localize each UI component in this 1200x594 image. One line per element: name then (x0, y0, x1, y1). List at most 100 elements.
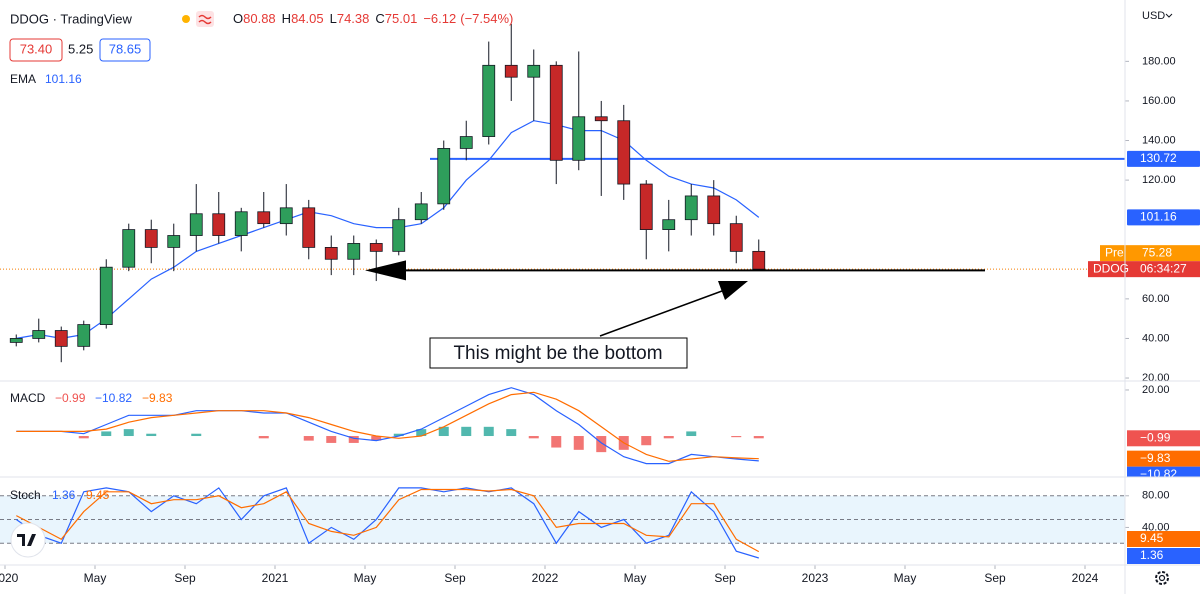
currency-caret[interactable] (1165, 13, 1173, 18)
macd-badge-label: −9.83 (1140, 451, 1171, 465)
stoch-d-line (16, 488, 760, 553)
settings-gear[interactable] (1155, 571, 1169, 585)
candle-body (302, 207, 316, 248)
candle-body (77, 324, 91, 347)
time-axis: 2020 May Sep 2021 May Sep 2022 May Sep 2023 May Sep… (0, 565, 1099, 585)
candle-body (527, 64, 541, 78)
candle-body (414, 203, 428, 221)
candle-body (324, 247, 338, 260)
x-tick-label: May (624, 571, 647, 585)
macd-histogram-bar (416, 429, 427, 437)
macd-histogram-bar (146, 433, 157, 437)
candle (527, 49, 541, 121)
macd-histogram-bar (753, 436, 764, 439)
ema-price-label: 101.16 (1140, 210, 1177, 224)
ema-legend-name: EMA (10, 72, 36, 86)
stoch-pane: 40.00 80.00 Stoch 1.36 9.45 9.45 1.36 (0, 487, 1200, 564)
candle (167, 223, 181, 272)
candle (392, 207, 406, 256)
candle (234, 207, 248, 252)
x-tick-label: Sep (174, 571, 196, 585)
macd-legend-value: −9.83 (142, 391, 173, 405)
macd-histogram-bar (348, 436, 359, 443)
candle (369, 239, 383, 282)
stoch-axis: 40.00 80.00 (1125, 490, 1170, 533)
stoch-badge-box (1127, 548, 1200, 564)
x-tick-label: Sep (444, 571, 466, 585)
macd-line (16, 387, 759, 465)
stoch-badge-label: 9.45 (1140, 531, 1164, 545)
countdown-box (1088, 261, 1200, 278)
annotation-arrow (599, 290, 723, 337)
quote-change-pct: (−7.54%) (460, 11, 513, 26)
candle-body (707, 195, 721, 225)
macd-histogram-bar (371, 436, 382, 441)
candle-body (459, 136, 473, 149)
macd-histogram-bar (326, 436, 337, 443)
candle (707, 180, 721, 236)
macd-histogram-bar (641, 436, 652, 446)
macd-histogram-bar (438, 426, 449, 437)
header-icons (182, 11, 214, 27)
candle-body (594, 116, 608, 122)
y-tick-label: 20.00 (1142, 372, 1170, 384)
candle-body (189, 213, 203, 236)
countdown-time: 06:34:27 (1140, 261, 1187, 275)
quote-value: 75.01 (385, 11, 418, 26)
logo-mark (17, 534, 36, 546)
candle (437, 140, 451, 210)
settings-button[interactable] (1155, 571, 1169, 585)
x-tick-label: 2020 (0, 571, 19, 585)
ask-price: 78.65 (109, 41, 142, 56)
candle (549, 61, 563, 185)
quote-value: 84.05 (291, 11, 324, 26)
bid-box[interactable] (9, 38, 63, 62)
candle-body (279, 207, 293, 225)
candle (414, 191, 428, 224)
macd-histogram-bar (123, 429, 134, 437)
stoch-legend-k: 1.36 (52, 488, 76, 502)
ask-box[interactable] (99, 38, 151, 62)
candle-body (347, 243, 361, 260)
macd-histogram-bar (731, 436, 742, 438)
currency[interactable]: USD (1142, 10, 1165, 22)
macd-histogram-bar (483, 426, 494, 437)
macd-histogram-bar (663, 436, 674, 439)
candle (144, 219, 158, 264)
candle (257, 191, 271, 228)
candle (279, 184, 293, 236)
y-tick-label: 60.00 (1142, 293, 1170, 305)
spread: 5.25 (68, 41, 93, 56)
session-icon (182, 15, 190, 23)
candle (617, 104, 631, 200)
macd-histogram-bar (101, 431, 112, 437)
candle (32, 318, 46, 343)
macd-badges: −0.99 −9.83 −10.82 (1127, 430, 1200, 477)
quote-key: L (330, 11, 337, 26)
macd-badge-label: −0.99 (1140, 430, 1171, 444)
x-tick-label: 2022 (532, 571, 559, 585)
annotation-text: This might be the bottom (453, 343, 662, 364)
quote-key: O (233, 11, 243, 26)
candle (459, 120, 473, 161)
macd-badge-box (1127, 430, 1200, 447)
candle (662, 199, 676, 252)
status-icon (196, 11, 214, 27)
status-icon-wave (198, 14, 212, 25)
annotation-box (429, 337, 688, 369)
ema-line (16, 120, 760, 340)
macd-histogram-bar (461, 426, 472, 437)
y-tick-label: 40.00 (1142, 521, 1170, 533)
candle-body (212, 213, 226, 236)
y-tick-label: 120.00 (1142, 174, 1176, 186)
candle-body (549, 64, 563, 161)
candle-body (572, 116, 586, 161)
candle-body (122, 229, 136, 268)
candle (302, 199, 316, 260)
candle-body (144, 229, 158, 248)
y-tick-label: 40.00 (1142, 332, 1170, 344)
level-label-box (1127, 150, 1200, 167)
premarket-label: Pre (1105, 245, 1124, 259)
candle (639, 180, 653, 260)
